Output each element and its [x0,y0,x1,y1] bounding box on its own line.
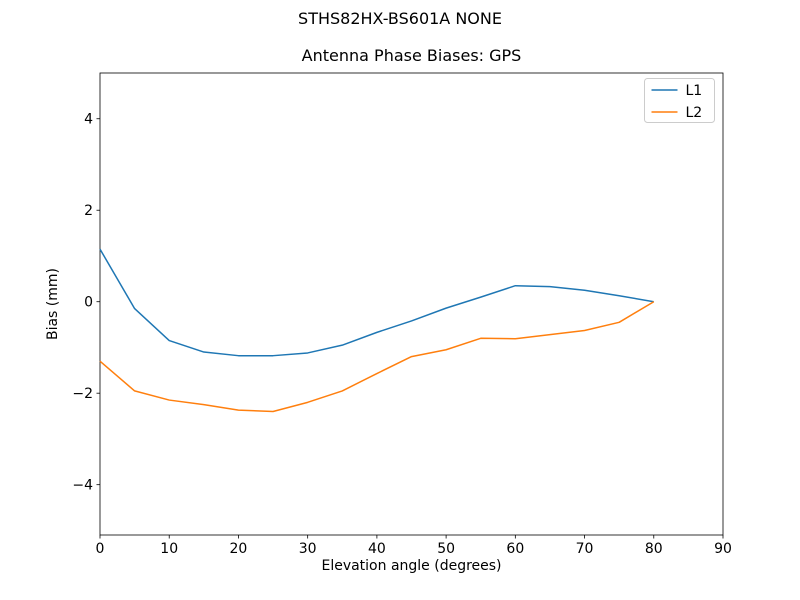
series-line-l1 [99,248,654,357]
y-tick-label: 4 [84,112,93,128]
x-axis-label: Elevation angle (degrees) [321,558,502,574]
y-tick-label: 0 [84,295,93,311]
x-tick-label: 0 [96,541,105,557]
axes-title: Antenna Phase Biases: GPS [301,46,522,65]
series-line-l2 [99,301,655,413]
x-tick-label: 10 [160,541,178,557]
figure-title: STHS82HX-BS601A NONE [298,9,502,28]
x-tick-label: 70 [576,541,594,557]
axes-spines [99,72,724,536]
y-axis-label: Bias (mm) [45,267,61,341]
x-tick-label: 50 [437,541,455,557]
x-tick-label: 40 [368,541,386,557]
x-tick-label: 60 [506,541,524,557]
x-tick-label: 20 [230,541,248,557]
legend-label: L1 [686,83,703,99]
y-tick-label: 2 [84,203,93,219]
legend-box [644,78,715,123]
x-tick-label: 30 [299,541,317,557]
x-tick-label: 80 [645,541,663,557]
legend-label: L2 [686,105,703,121]
x-tick-label: 90 [714,541,732,557]
y-tick-label: −2 [72,386,93,402]
y-tick-label: −4 [72,478,93,494]
